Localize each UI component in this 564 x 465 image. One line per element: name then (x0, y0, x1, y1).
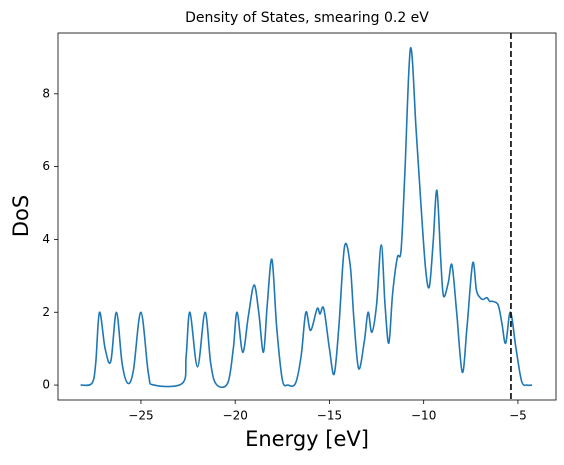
y-tick-label: 8 (42, 86, 50, 100)
y-axis-label: DoS (9, 195, 33, 237)
y-tick-label: 0 (42, 378, 50, 392)
dos-line (80, 47, 533, 389)
x-tick-label: −25 (128, 409, 153, 423)
x-tick-label: −5 (509, 409, 527, 423)
x-tick-label: −10 (411, 409, 436, 423)
y-tick-label: 4 (42, 232, 50, 246)
y-tick-label: 6 (42, 159, 50, 173)
plot-frame (57, 32, 557, 401)
x-tick-label: −15 (317, 409, 342, 423)
x-tick-label: −20 (223, 409, 248, 423)
x-axis-label: Energy [eV] (245, 427, 369, 451)
y-tick-label: 2 (42, 305, 50, 319)
chart-title: Density of States, smearing 0.2 eV (185, 10, 429, 26)
